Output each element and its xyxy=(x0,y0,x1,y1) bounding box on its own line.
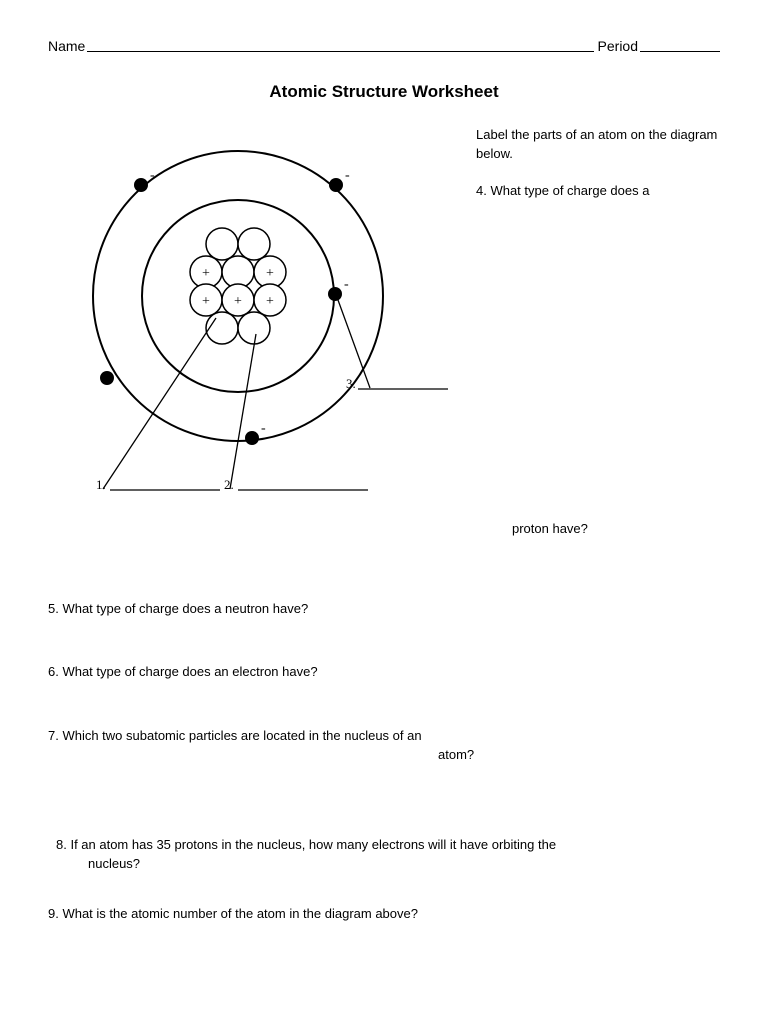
svg-text:+: + xyxy=(266,266,274,281)
question-6: 6. What type of charge does an electron … xyxy=(48,662,720,682)
atom-svg: + + + + + - - - - 1. 2. 3. xyxy=(48,126,448,506)
svg-text:-: - xyxy=(150,168,155,183)
period-label: Period xyxy=(598,38,638,54)
name-label: Name xyxy=(48,38,85,54)
svg-text:2.: 2. xyxy=(224,477,234,492)
svg-text:+: + xyxy=(234,294,242,309)
svg-text:+: + xyxy=(202,266,210,281)
svg-text:1.: 1. xyxy=(96,477,106,492)
period-blank-line[interactable] xyxy=(640,38,720,52)
svg-text:-: - xyxy=(345,168,350,183)
atom-diagram: + + + + + - - - - 1. 2. 3. xyxy=(48,126,448,506)
instructions-tail: proton have? xyxy=(480,520,720,539)
svg-text:-: - xyxy=(344,277,349,292)
svg-text:-: - xyxy=(261,421,266,436)
svg-text:+: + xyxy=(266,294,274,309)
question-7-text: 7. Which two subatomic particles are loc… xyxy=(48,728,422,743)
question-8: 8. If an atom has 35 protons in the nucl… xyxy=(48,835,720,874)
question-4: 4. What type of charge does a xyxy=(476,182,720,201)
question-8-line2: nucleus? xyxy=(56,854,720,874)
proton-have-text: proton have? xyxy=(512,521,588,536)
name-blank-line[interactable] xyxy=(87,38,593,52)
label-instruction: Label the parts of an atom on the diagra… xyxy=(476,126,720,164)
worksheet-page: Name Period Atomic Structure Worksheet +… xyxy=(0,0,768,1024)
header-row: Name Period xyxy=(48,38,720,54)
svg-text:+: + xyxy=(202,294,210,309)
upper-section: + + + + + - - - - 1. 2. 3. Label the parts of an at… xyxy=(48,126,720,506)
instructions-column: Label the parts of an atom on the diagra… xyxy=(476,126,720,506)
question-5: 5. What type of charge does a neutron ha… xyxy=(48,599,720,619)
question-7-tail: atom? xyxy=(438,745,474,765)
question-8-line1: 8. If an atom has 35 protons in the nucl… xyxy=(56,837,556,852)
svg-text:3.: 3. xyxy=(346,376,356,391)
worksheet-title: Atomic Structure Worksheet xyxy=(48,82,720,102)
question-9: 9. What is the atomic number of the atom… xyxy=(48,904,720,924)
question-7: 7. Which two subatomic particles are loc… xyxy=(48,726,720,765)
